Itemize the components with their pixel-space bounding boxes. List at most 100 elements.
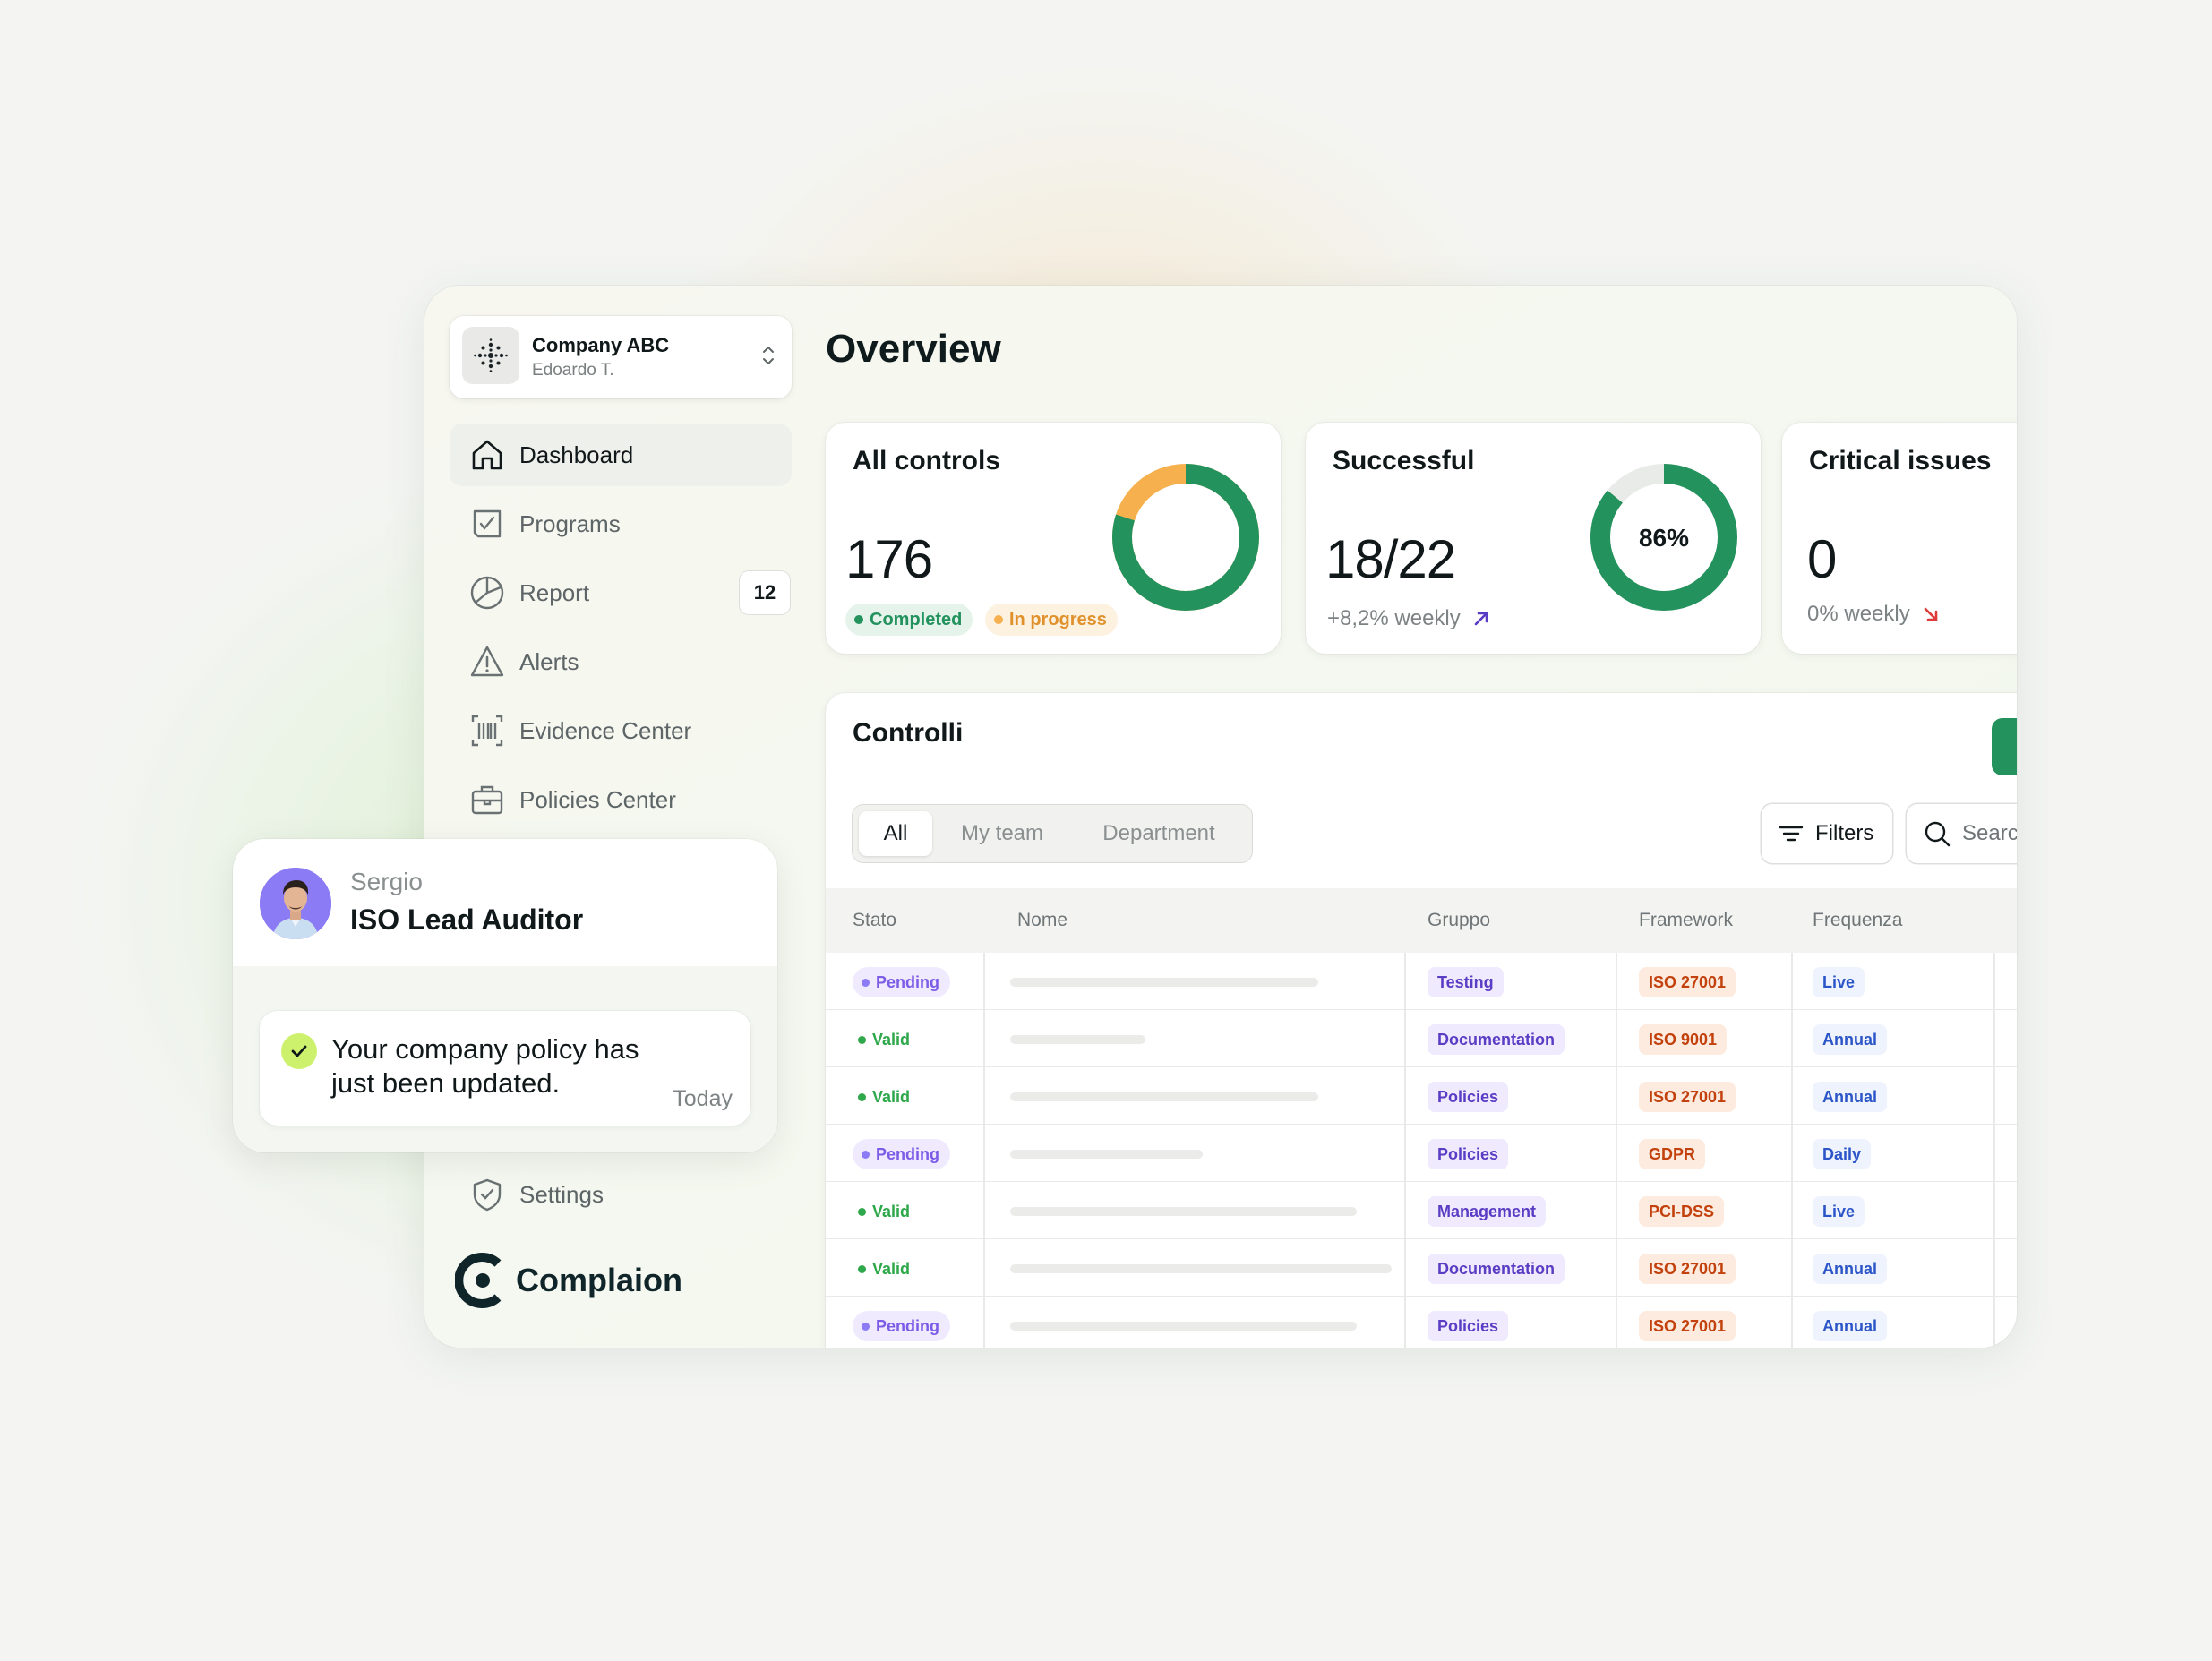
cell-divider [983, 1239, 985, 1296]
cell-divider [983, 1067, 985, 1124]
table-row[interactable]: Valid Documentation ISO 27001 Annual [826, 1239, 2017, 1297]
sidebar-item-policies-center[interactable]: Policies Center [450, 768, 792, 831]
name-placeholder-bar [1010, 1207, 1357, 1216]
framework-tag: GDPR [1639, 1139, 1706, 1169]
table-row[interactable]: Valid Management PCI-DSS Live [826, 1182, 2017, 1239]
notification-card[interactable]: Sergio ISO Lead Auditor Your company pol… [233, 839, 777, 1152]
cell-divider [1616, 1239, 1617, 1296]
sidebar-item-label: Evidence Center [519, 716, 692, 744]
tab-department[interactable]: Department [1102, 821, 1215, 845]
filters-label: Filters [1815, 821, 1874, 845]
name-placeholder-bar [1010, 1035, 1145, 1044]
sidebar-item-report[interactable]: Report 12 [450, 561, 792, 624]
controls-title: Controlli [853, 718, 964, 748]
cell-divider [1791, 1182, 1793, 1238]
status-badge: Valid [853, 1196, 921, 1227]
table-row[interactable]: Valid Documentation ISO 9001 Annual [826, 1010, 2017, 1067]
sidebar-item-evidence-center[interactable]: Evidence Center [450, 699, 792, 762]
status-badge: Pending [853, 967, 950, 997]
stat-weekly: +8,2% weekly [1327, 606, 1491, 631]
cell-divider [1404, 1125, 1406, 1181]
filters-button[interactable]: Filters [1762, 804, 1892, 863]
legend-label: Completed [870, 609, 963, 629]
status-dot [858, 1207, 866, 1216]
legend-label: In progress [1009, 609, 1107, 629]
success-donut-chart: 86% [1590, 464, 1737, 611]
table-row[interactable]: Pending Testing ISO 27001 Live [826, 953, 2017, 1010]
stat-value: 18/22 [1325, 529, 1456, 589]
group-tag: Testing [1428, 967, 1504, 997]
sidebar-item-label: Programs [519, 509, 621, 537]
arrow-up-right-icon [1474, 612, 1488, 626]
group-tag: Documentation [1428, 1024, 1565, 1055]
group-tag: Policies [1428, 1139, 1509, 1169]
status-label: Valid [872, 1030, 911, 1049]
status-badge: Pending [853, 1139, 950, 1169]
legend-in-progress: In progress [985, 604, 1118, 636]
status-dot [862, 1150, 870, 1159]
notification-sender-name: Sergio [350, 868, 423, 895]
frequency-tag: Daily [1813, 1139, 1872, 1169]
column-header-stato[interactable]: Stato [853, 910, 897, 930]
sidebar-item-label: Alerts [519, 647, 579, 675]
stat-value: 176 [845, 529, 933, 589]
cell-divider [1993, 1182, 1995, 1238]
status-label: Pending [876, 972, 939, 991]
alert-triangle-icon [467, 642, 507, 681]
pie-chart-icon [467, 573, 507, 612]
search-icon [1925, 821, 1951, 847]
framework-tag: ISO 27001 [1639, 1311, 1736, 1341]
column-header-frequenza[interactable]: Frequenza [1813, 910, 1903, 930]
cell-divider [1791, 1297, 1793, 1348]
table-row[interactable]: Pending Policies GDPR Daily [826, 1125, 2017, 1182]
framework-tag: ISO 27001 [1639, 1254, 1736, 1284]
cell-divider [1616, 1297, 1617, 1348]
company-user: Edoardo T. [532, 361, 614, 380]
name-placeholder-bar [1010, 1264, 1392, 1273]
cell-divider [1404, 953, 1406, 1009]
cell-divider [1404, 1067, 1406, 1124]
sidebar-item-settings[interactable]: Settings [450, 1163, 792, 1226]
company-switcher[interactable]: Company ABC Edoardo T. [450, 316, 792, 398]
status-badge: Valid [853, 1024, 921, 1055]
home-icon [467, 435, 507, 475]
brand-logo: Complaion [455, 1251, 682, 1310]
search-input[interactable]: Searc [1907, 804, 2017, 863]
briefcase-icon [467, 780, 507, 819]
name-placeholder-bar [1010, 1092, 1318, 1101]
donut-percent-label: 86% [1639, 524, 1689, 552]
stat-title: All controls [853, 446, 1001, 475]
add-control-button[interactable] [1992, 718, 2017, 775]
tab-all[interactable]: All [859, 811, 932, 856]
sidebar-item-dashboard[interactable]: Dashboard [450, 424, 792, 486]
cell-divider [1993, 1067, 1995, 1124]
avatar [260, 868, 331, 939]
sidebar-item-alerts[interactable]: Alerts [450, 630, 792, 693]
table-row[interactable]: Valid Policies ISO 27001 Annual [826, 1067, 2017, 1125]
table-row[interactable]: Pending Policies ISO 27001 Annual [826, 1297, 2017, 1348]
table-header: Stato Nome Gruppo Framework Frequenza [826, 888, 2017, 953]
column-header-gruppo[interactable]: Gruppo [1428, 910, 1491, 930]
brand-name: Complaion [516, 1262, 682, 1298]
cell-divider [1791, 1125, 1793, 1181]
column-header-nome[interactable]: Nome [1017, 910, 1068, 930]
framework-tag: ISO 27001 [1639, 967, 1736, 997]
group-tag: Policies [1428, 1082, 1509, 1112]
cell-divider [983, 953, 985, 1009]
tab-my-team[interactable]: My team [960, 821, 1043, 845]
framework-tag: ISO 9001 [1639, 1024, 1728, 1055]
cell-divider [983, 1010, 985, 1066]
column-header-framework[interactable]: Framework [1639, 910, 1734, 930]
frequency-tag: Live [1813, 1196, 1865, 1227]
status-label: Valid [872, 1259, 911, 1278]
cell-divider [1404, 1182, 1406, 1238]
name-placeholder-bar [1010, 1150, 1203, 1159]
cell-divider [1616, 1010, 1617, 1066]
donut-completed-segment [1112, 464, 1259, 611]
status-label: Pending [876, 1316, 939, 1335]
sidebar-item-label: Dashboard [519, 441, 634, 468]
frequency-tag: Annual [1813, 1024, 1887, 1055]
sidebar-item-programs[interactable]: Programs [450, 492, 792, 555]
cell-divider [1404, 1297, 1406, 1348]
donut-success-segment [1590, 464, 1737, 611]
